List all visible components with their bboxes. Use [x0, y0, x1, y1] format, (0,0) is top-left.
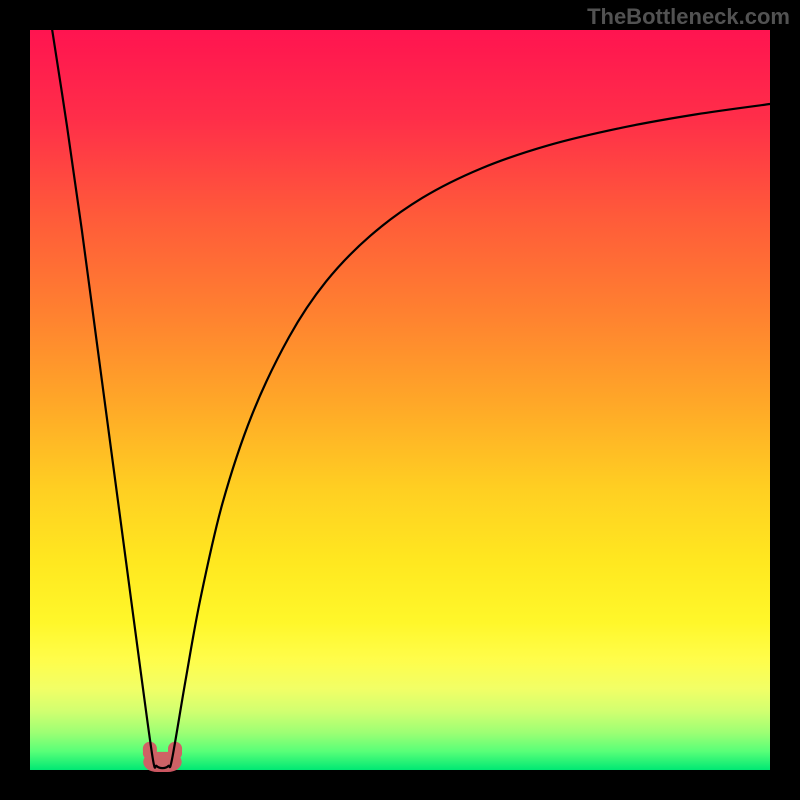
chart-svg	[0, 0, 800, 800]
watermark-text: TheBottleneck.com	[587, 4, 790, 30]
chart-stage: TheBottleneck.com	[0, 0, 800, 800]
gradient-background	[30, 30, 770, 770]
